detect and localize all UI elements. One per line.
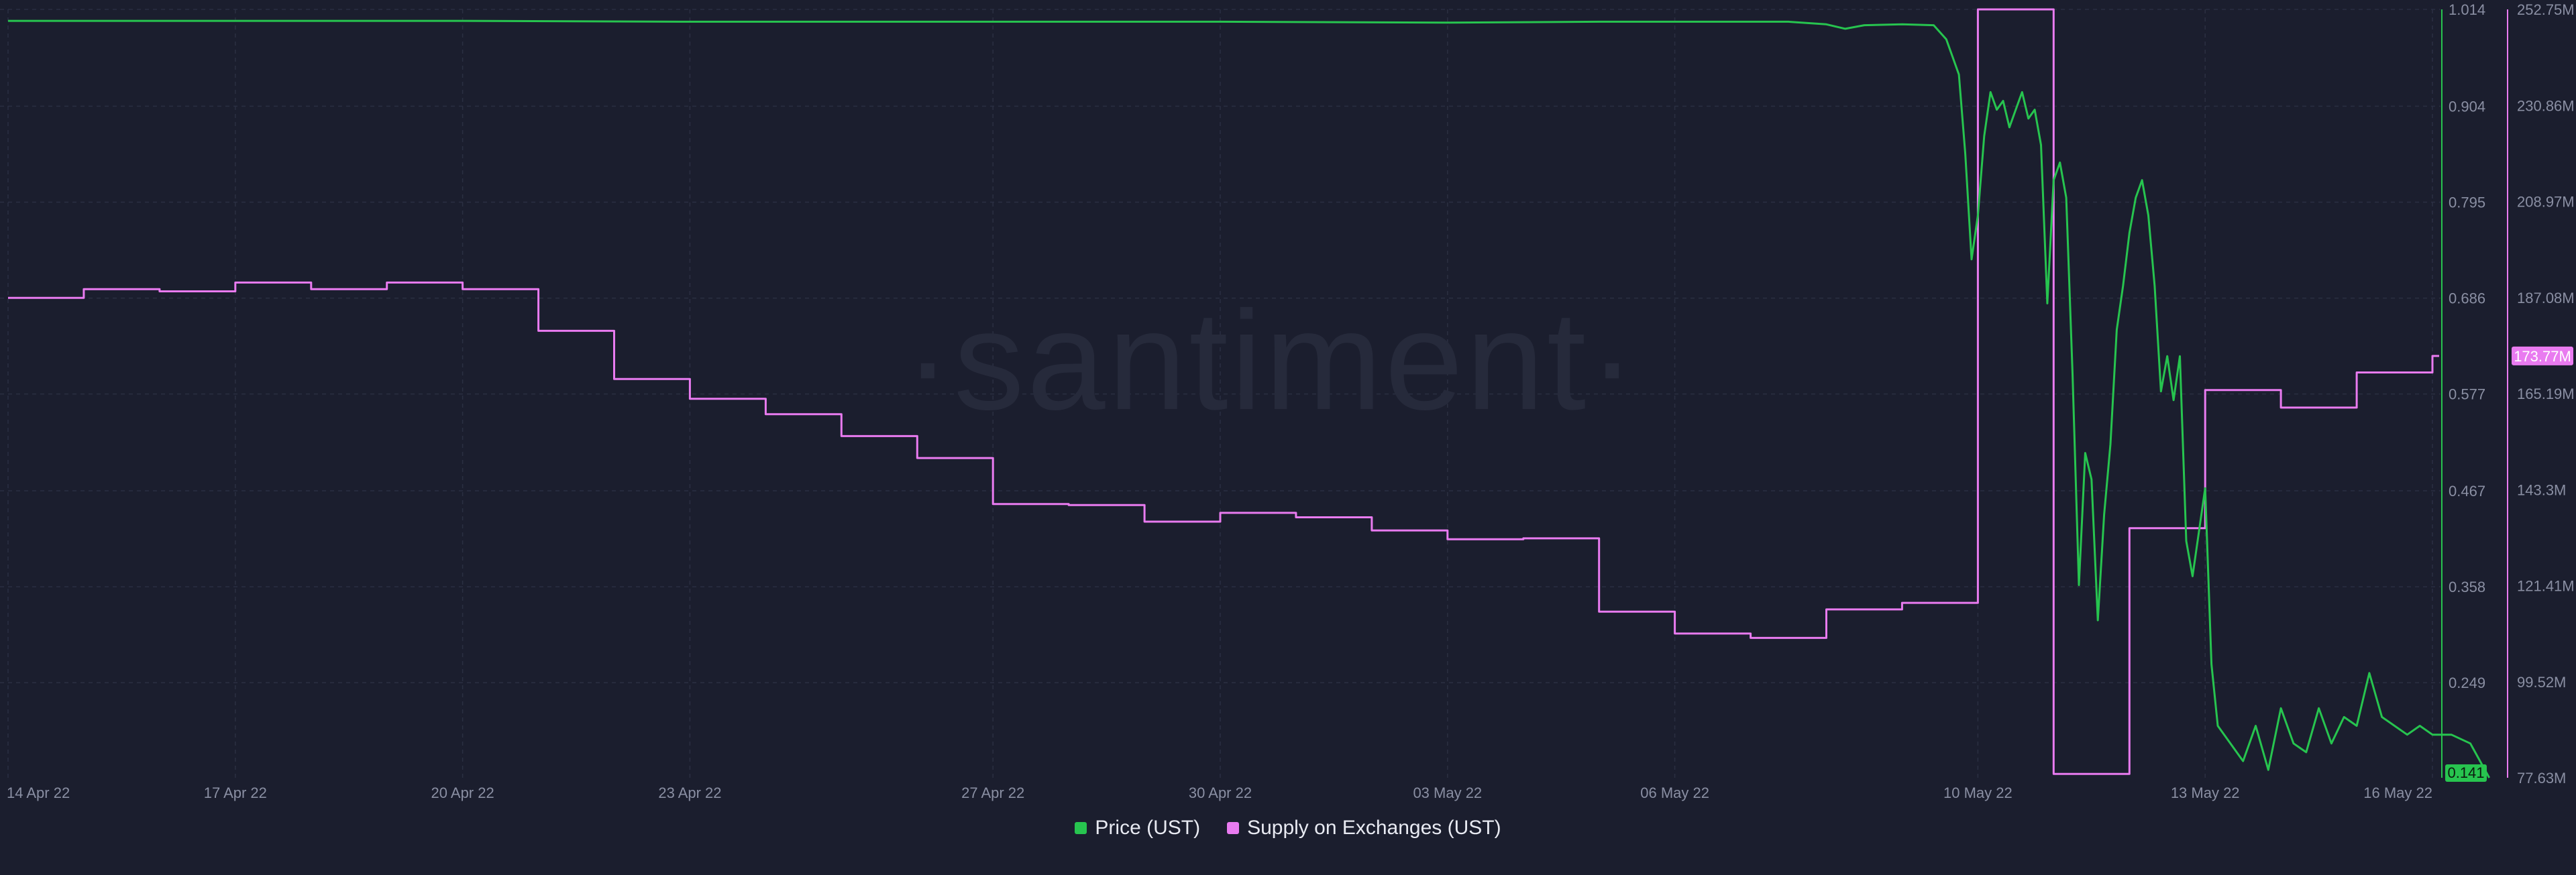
- x-tick-label: 17 Apr 22: [204, 784, 267, 801]
- price-series-line: [8, 19, 2491, 778]
- legend-swatch-price: [1075, 822, 1087, 834]
- chart-legend: Price (UST) Supply on Exchanges (UST): [0, 817, 2576, 839]
- supply-tick-label: 230.86M: [2517, 97, 2575, 114]
- price-tick-label: 0.795: [2449, 194, 2485, 211]
- price-tick-label: 0.904: [2449, 98, 2485, 115]
- legend-label-supply: Supply on Exchanges (UST): [1247, 817, 1501, 839]
- x-tick-label: 06 May 22: [1640, 784, 1709, 801]
- price-last-value-text: 0.141: [2447, 764, 2484, 781]
- price-tick-label: 0.249: [2449, 675, 2485, 691]
- x-tick-label: 03 May 22: [1413, 784, 1482, 801]
- x-tick-label: 13 May 22: [2171, 784, 2240, 801]
- x-tick-label: 16 May 22: [2363, 784, 2432, 801]
- x-tick-label: 23 Apr 22: [658, 784, 721, 801]
- supply-tick-label: 99.52M: [2517, 674, 2566, 691]
- legend-swatch-supply: [1227, 822, 1240, 834]
- x-tick-label: 10 May 22: [1943, 784, 2012, 801]
- x-tick-label: 27 Apr 22: [961, 784, 1024, 801]
- price-tick-label: 1.014: [2449, 1, 2485, 18]
- legend-item-price[interactable]: Price (UST): [1075, 817, 1200, 839]
- price-tick-label: 0.467: [2449, 483, 2485, 500]
- price-tick-label: 0.577: [2449, 386, 2485, 403]
- supply-tick-label: 121.41M: [2517, 578, 2575, 595]
- x-tick-label: 14 Apr 22: [7, 784, 70, 801]
- supply-last-value-badge: [2512, 346, 2573, 365]
- price-tick-label: 0.686: [2449, 290, 2485, 307]
- supply-tick-label: 77.63M: [2517, 770, 2566, 786]
- supply-tick-label: 143.3M: [2517, 481, 2566, 498]
- watermark-text: ·santiment·: [904, 282, 1638, 439]
- price-last-value-badge: [2445, 764, 2487, 782]
- legend-label-price: Price (UST): [1095, 817, 1201, 839]
- x-tick-label: 30 Apr 22: [1189, 784, 1252, 801]
- supply-last-value-text: 173.77M: [2514, 348, 2571, 365]
- supply-tick-label: 187.08M: [2517, 290, 2575, 306]
- supply-tick-label: 165.19M: [2517, 386, 2575, 402]
- supply-series-line: [8, 8, 2439, 775]
- supply-tick-label: 252.75M: [2517, 1, 2575, 18]
- x-tick-label: 20 Apr 22: [431, 784, 494, 801]
- price-tick-label: 0.358: [2449, 579, 2485, 595]
- supply-tick-label: 208.97M: [2517, 194, 2575, 211]
- legend-item-supply[interactable]: Supply on Exchanges (UST): [1227, 817, 1501, 839]
